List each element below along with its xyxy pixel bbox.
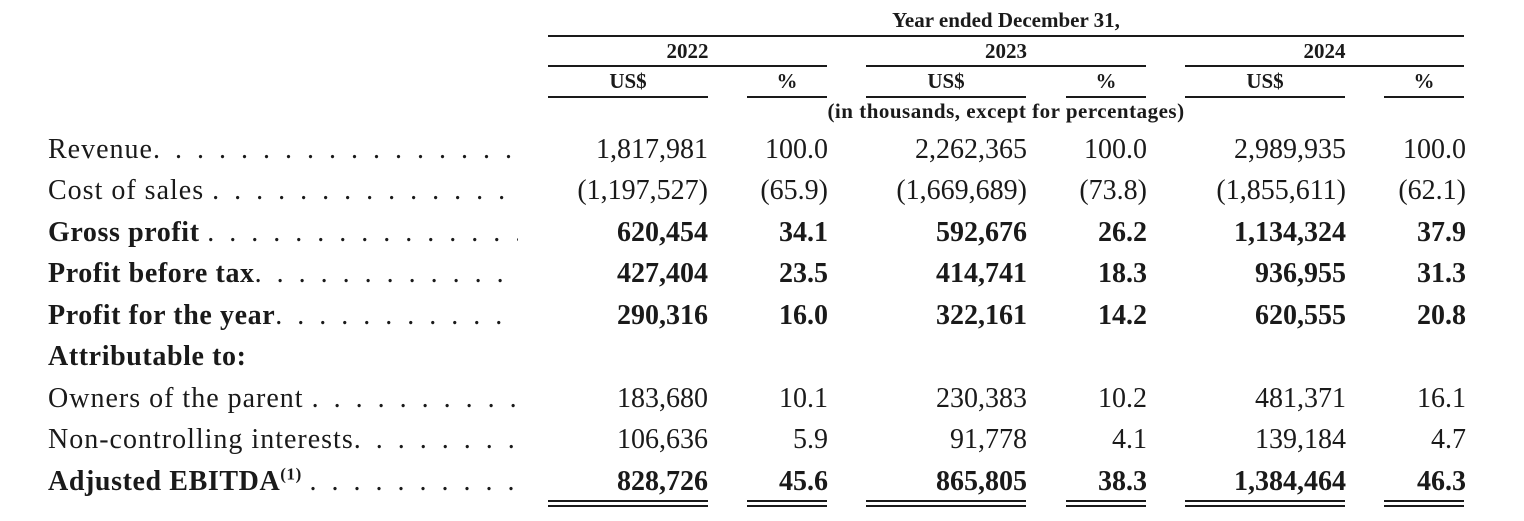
cell-usd-2023: 414,741: [936, 258, 1027, 289]
cell-usd-2022: 106,636: [617, 424, 708, 455]
cell-pct-2022: 34.1: [779, 217, 828, 248]
cell-usd-2022: 290,316: [617, 300, 708, 331]
cell-pct-2023: 100.0: [1084, 134, 1147, 165]
col-pct-2024: %: [1413, 69, 1435, 93]
cell-pct-2024: 16.1: [1417, 383, 1466, 414]
row-label-gross-profit: Gross profit . . . . . . . . . . . . . .…: [48, 217, 518, 248]
year-2022-header: 2022: [666, 39, 709, 63]
cell-usd-2022: 427,404: [617, 258, 708, 289]
cell-pct-2022: 10.1: [779, 383, 828, 414]
row-label-adjusted-ebitda: Adjusted EBITDA(1) . . . . . . . . . . .…: [48, 465, 518, 497]
cell-pct-2024: 31.3: [1417, 258, 1466, 289]
cell-pct-2023: 26.2: [1098, 217, 1147, 248]
total-rule-pct-2022: [747, 500, 827, 507]
year-2022-rule: [548, 65, 827, 67]
cell-usd-2024: 2,989,935: [1234, 134, 1346, 165]
cell-pct-2023: 4.1: [1112, 424, 1147, 455]
col-rule-usd-2024: [1185, 96, 1345, 98]
footnote-marker: (1): [280, 465, 302, 484]
cell-usd-2024: (1,855,611): [1216, 175, 1346, 206]
cell-pct-2022: 100.0: [765, 134, 828, 165]
cell-usd-2024: 139,184: [1255, 424, 1346, 455]
col-usd-2024: US$: [1246, 69, 1284, 93]
cell-usd-2023: 230,383: [936, 383, 1027, 414]
col-pct-2022: %: [776, 69, 798, 93]
cell-pct-2022: (65.9): [760, 175, 828, 206]
cell-pct-2024: 100.0: [1403, 134, 1466, 165]
cell-usd-2024: 481,371: [1255, 383, 1346, 414]
cell-usd-2024: 620,555: [1255, 300, 1346, 331]
cell-usd-2023: 2,262,365: [915, 134, 1027, 165]
col-pct-2023: %: [1095, 69, 1117, 93]
year-2023-header: 2023: [985, 39, 1027, 63]
cell-pct-2023: 38.3: [1098, 466, 1147, 497]
cell-pct-2023: (73.8): [1079, 175, 1147, 206]
total-rule-usd-2024: [1185, 500, 1345, 507]
col-rule-usd-2023: [866, 96, 1026, 98]
row-label-non-controlling: Non-controlling interests. . . . . . . .…: [48, 424, 518, 455]
cell-usd-2022: 183,680: [617, 383, 708, 414]
col-rule-pct-2022: [747, 96, 827, 98]
row-label-owners-of-parent: Owners of the parent . . . . . . . . . .…: [48, 383, 518, 414]
cell-usd-2022: (1,197,527): [577, 175, 708, 206]
cell-usd-2023: (1,669,689): [896, 175, 1027, 206]
year-2024-rule: [1185, 65, 1464, 67]
col-rule-pct-2023: [1066, 96, 1146, 98]
total-rule-pct-2023: [1066, 500, 1146, 507]
cell-usd-2022: 1,817,981: [596, 134, 708, 165]
total-rule-pct-2024: [1384, 500, 1464, 507]
cell-pct-2022: 45.6: [779, 466, 828, 497]
col-rule-pct-2024: [1384, 96, 1464, 98]
units-note: (in thousands, except for percentages): [827, 99, 1185, 123]
cell-usd-2024: 1,134,324: [1234, 217, 1346, 248]
cell-usd-2022: 828,726: [617, 466, 708, 497]
col-rule-usd-2022: [548, 96, 708, 98]
col-usd-2023: US$: [927, 69, 965, 93]
row-label-attributable-to: Attributable to:: [48, 341, 247, 372]
row-label-cost-of-sales: Cost of sales . . . . . . . . . . . . . …: [48, 175, 518, 206]
row-label-profit-for-year: Profit for the year. . . . . . . . . . .…: [48, 300, 518, 331]
cell-usd-2024: 1,384,464: [1234, 466, 1346, 497]
cell-pct-2024: (62.1): [1398, 175, 1466, 206]
col-usd-2022: US$: [609, 69, 647, 93]
cell-pct-2023: 18.3: [1098, 258, 1147, 289]
cell-usd-2023: 865,805: [936, 466, 1027, 497]
year-2023-rule: [866, 65, 1146, 67]
cell-pct-2022: 23.5: [779, 258, 828, 289]
cell-pct-2024: 37.9: [1417, 217, 1466, 248]
cell-pct-2022: 16.0: [779, 300, 828, 331]
cell-pct-2024: 4.7: [1431, 424, 1466, 455]
period-rule: [548, 35, 1464, 37]
cell-usd-2024: 936,955: [1255, 258, 1346, 289]
cell-pct-2023: 10.2: [1098, 383, 1147, 414]
cell-usd-2023: 322,161: [936, 300, 1027, 331]
cell-usd-2022: 620,454: [617, 217, 708, 248]
cell-usd-2023: 91,778: [950, 424, 1027, 455]
cell-pct-2022: 5.9: [793, 424, 828, 455]
total-rule-usd-2022: [548, 500, 708, 507]
year-2024-header: 2024: [1303, 39, 1346, 63]
cell-pct-2024: 46.3: [1417, 466, 1466, 497]
row-label-revenue: Revenue. . . . . . . . . . . . . . . . .…: [48, 134, 518, 165]
row-label-profit-before-tax: Profit before tax. . . . . . . . . . . .…: [48, 258, 518, 289]
total-rule-usd-2023: [866, 500, 1026, 507]
cell-pct-2023: 14.2: [1098, 300, 1147, 331]
cell-usd-2023: 592,676: [936, 217, 1027, 248]
period-header: Year ended December 31,: [892, 8, 1120, 32]
cell-pct-2024: 20.8: [1417, 300, 1466, 331]
